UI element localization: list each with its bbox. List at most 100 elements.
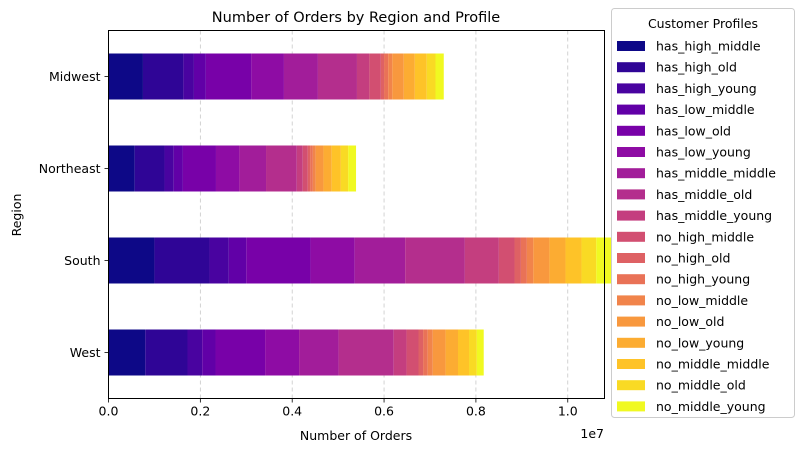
bar-segment [323,145,332,192]
x-tick-label: 0.8 [466,404,486,419]
bar-segment [296,145,303,192]
bar-segment [405,237,465,284]
y-axis-label: Region [9,194,24,237]
bar-segment [182,145,216,192]
bar-segment [183,53,194,100]
x-tick-label: 1.0 [558,404,578,419]
legend-swatch [617,274,645,285]
legend-swatch [617,401,645,412]
bar-segment [348,145,357,192]
legend: Customer Profiles has_high_middlehas_hig… [611,8,795,418]
bar-segment [310,237,355,284]
bar-segment [406,329,419,376]
bar-segment [108,237,155,284]
bar-segment [549,237,566,284]
bar-segment [302,145,308,192]
bar-segment [526,237,534,284]
legend-swatch [617,253,645,263]
legend-label: no_low_young [656,335,744,350]
bar-segment [215,329,266,376]
legend-swatch [617,168,645,179]
x-tick-label: 0.2 [190,404,210,419]
bar-segment [154,237,210,284]
legend-label: no_middle_old [656,378,746,393]
bar-segment [265,329,300,376]
legend-swatch [617,125,645,136]
bar-segment [283,53,318,100]
legend-swatch [617,295,645,306]
legend-label: no_high_middle [656,229,754,244]
bar-segment [108,145,135,192]
bar-segment [228,237,247,284]
bar-segment [445,329,458,376]
grid-lines [199,30,569,399]
bar-segment [338,329,394,376]
legend-swatch [617,337,645,348]
bar-segment [307,145,311,192]
legend-swatch [617,231,645,242]
bar-segment [435,53,444,100]
bar-segment [164,145,174,192]
x-axis-ticks: 0.0 0.2 0.4 0.6 0.8 1.0 [99,398,578,419]
bars [108,53,617,376]
y-tick-label: Northeast [39,161,101,176]
bar-segment [384,53,389,100]
bar-segment [331,145,341,192]
bar-segment [388,53,393,100]
bar-segment [426,53,436,100]
bar-segment [414,53,427,100]
legend-label: no_low_old [656,314,724,329]
bar-segment [145,329,188,376]
bar-segment [193,53,206,100]
bar-segment [108,53,143,100]
x-tick-label: 0.4 [282,404,302,419]
legend-label: has_low_old [656,123,731,138]
bar-segment [173,145,183,192]
bar-segment [432,329,446,376]
legend-swatch [617,104,645,115]
legend-items: has_high_middle has_high_old has_high_youn… [617,39,776,414]
legend-label: has_high_old [656,60,737,75]
bar-segment [202,329,216,376]
bar-segment [427,329,433,376]
bar-segment [380,53,385,100]
legend-label: no_middle_young [656,399,766,414]
bar-segment [498,237,515,284]
legend-label: has_middle_old [656,187,752,202]
bar-segment [251,53,284,100]
bar-segment [565,237,582,284]
legend-label: has_high_young [656,81,757,96]
bar-segment [209,237,229,284]
y-tick-label: Midwest [49,69,101,84]
legend-title: Customer Profiles [648,16,758,31]
bar-segment [354,237,406,284]
bar-segment [310,145,313,192]
bar-segment [239,145,267,192]
bar-segment [369,53,381,100]
bar-segment [340,145,349,192]
legend-swatch [617,83,645,94]
bar-segment [423,329,428,376]
legend-label: no_high_young [656,272,750,287]
y-axis-ticks: West South Northeast Midwest [39,69,109,360]
legend-label: has_low_middle [656,102,755,117]
y-tick-label: South [64,253,100,268]
legend-frame [611,8,795,418]
legend-label: no_low_middle [656,293,748,308]
legend-label: no_middle_middle [656,357,770,372]
legend-swatch [617,41,645,51]
legend-swatch [617,316,645,327]
legend-swatch [617,147,645,157]
legend-swatch [617,380,645,391]
bar-segment [134,145,165,192]
bar-segment [205,53,252,100]
bar-segment [533,237,550,284]
bar-segment [520,237,527,284]
bar-segment [299,329,339,376]
legend-swatch [617,189,645,200]
legend-label: has_middle_middle [656,166,776,181]
legend-label: has_low_young [656,145,751,160]
axes-frame [108,30,605,399]
bar-segment [317,53,357,100]
